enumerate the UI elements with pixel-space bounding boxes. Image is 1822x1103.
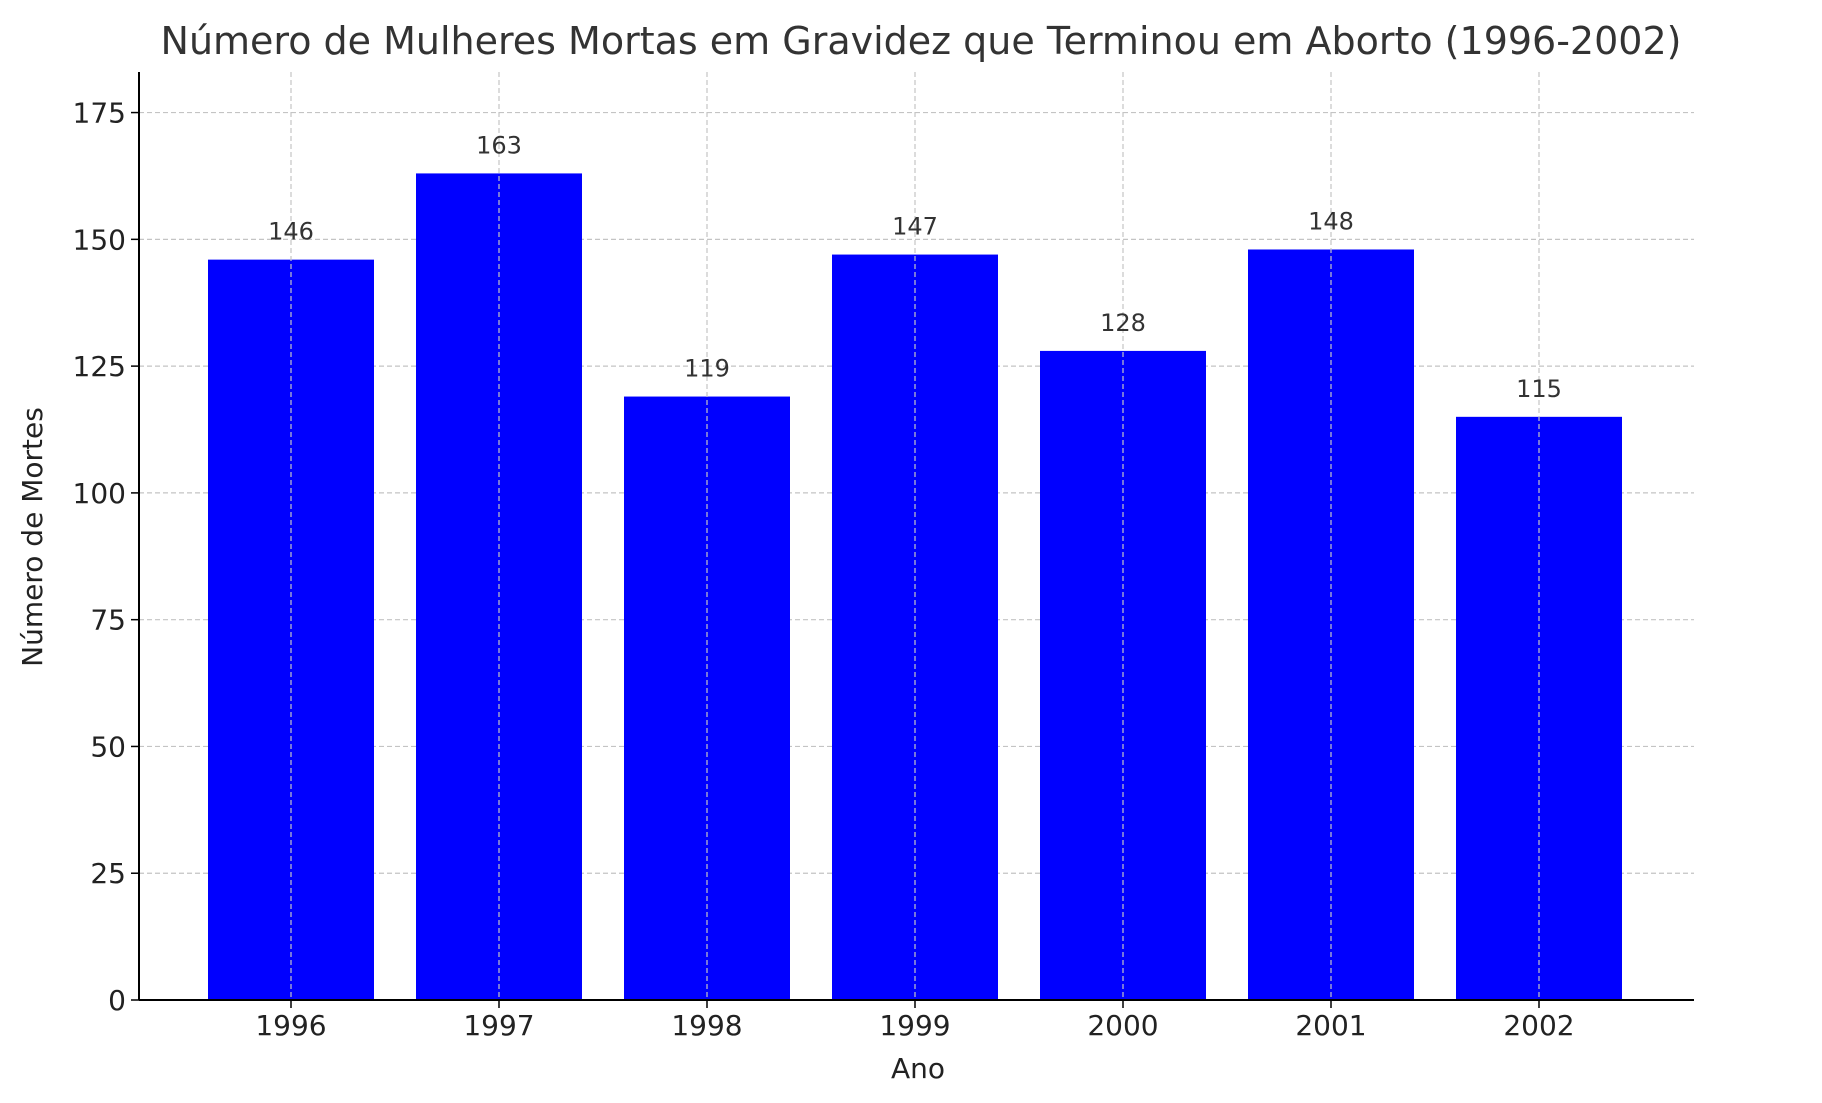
axes-layer — [131, 72, 1694, 1008]
x-tick-label: 1999 — [879, 1009, 950, 1042]
x-tick-label: 2001 — [1295, 1009, 1366, 1042]
x-tick-label: 1998 — [671, 1009, 742, 1042]
y-tick-label: 0 — [108, 984, 126, 1017]
data-label: 115 — [1516, 375, 1562, 403]
chart-title: Número de Mulheres Mortas em Gravidez qu… — [161, 19, 1682, 63]
y-tick-label: 75 — [90, 604, 126, 637]
y-tick-label: 150 — [73, 223, 126, 256]
x-tick-label: 2000 — [1087, 1009, 1158, 1042]
y-tick-label: 100 — [73, 477, 126, 510]
x-tick-label: 1997 — [463, 1009, 534, 1042]
data-label: 146 — [268, 218, 314, 246]
y-axis-label: Número de Mortes — [16, 407, 49, 667]
data-label: 148 — [1308, 207, 1354, 235]
data-label: 163 — [476, 131, 522, 159]
x-tick-label: 2002 — [1503, 1009, 1574, 1042]
y-tick-label: 125 — [73, 350, 126, 383]
data-label: 128 — [1100, 309, 1146, 337]
bars-layer — [208, 72, 1622, 1001]
data-label: 119 — [684, 355, 730, 383]
y-tick-label: 175 — [73, 97, 126, 130]
y-tick-label: 50 — [90, 730, 126, 763]
x-axis-label: Ano — [891, 1052, 945, 1085]
x-tick-label: 1996 — [255, 1009, 326, 1042]
y-tick-label: 25 — [90, 857, 126, 890]
labels-layer: 0 25 50 75 100 125 150 175 146 163 119 147 128 148 115… — [73, 97, 1575, 1042]
data-label: 147 — [892, 213, 938, 241]
